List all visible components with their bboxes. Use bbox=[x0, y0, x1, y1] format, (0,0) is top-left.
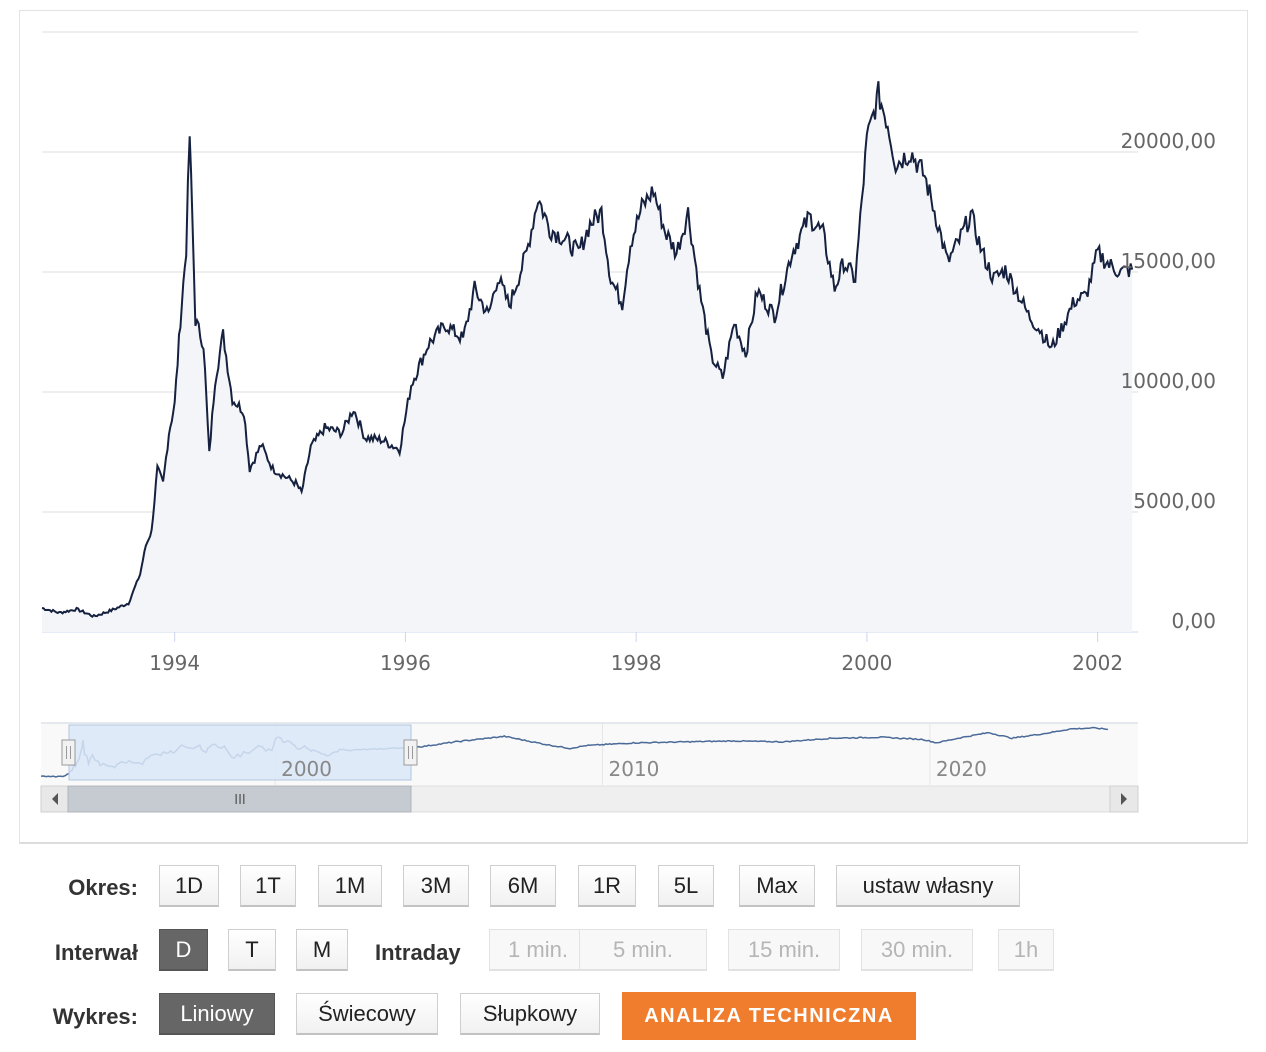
intraday-label: Intraday bbox=[375, 940, 461, 965]
technical-analysis-button[interactable]: ANALIZA TECHNICZNA bbox=[622, 992, 916, 1040]
interval-button-t[interactable]: T bbox=[228, 929, 276, 971]
y-tick-label: 5000,00 bbox=[1133, 489, 1216, 513]
chart-type-button-liniowy[interactable]: Liniowy bbox=[159, 993, 275, 1035]
chart-type-label: Wykres: bbox=[52, 1004, 138, 1029]
period-button-5l[interactable]: 5L bbox=[658, 865, 714, 907]
navigator-tick-label: 2020 bbox=[936, 757, 987, 781]
navigator-tick-label: 2000 bbox=[281, 757, 332, 781]
y-tick-label: 10000,00 bbox=[1121, 369, 1216, 393]
intraday-button-5-min[interactable]: 5 min. bbox=[579, 929, 707, 971]
arrow-left-icon bbox=[52, 793, 58, 805]
period-button-1t[interactable]: 1T bbox=[240, 865, 296, 907]
intraday-button-1-min[interactable]: 1 min. bbox=[489, 929, 587, 971]
chart-type-button-s-upkowy[interactable]: Słupkowy bbox=[460, 993, 600, 1035]
x-tick-label: 1994 bbox=[149, 651, 200, 675]
y-tick-label: 20000,00 bbox=[1121, 129, 1216, 153]
arrow-right-icon bbox=[1121, 793, 1127, 805]
x-tick-label: 2000 bbox=[841, 651, 892, 675]
scrollbar-grip-icon: III bbox=[234, 793, 246, 808]
intraday-button-15-min[interactable]: 15 min. bbox=[728, 929, 840, 971]
x-tick-label: 2002 bbox=[1072, 651, 1123, 675]
period-label: Okres: bbox=[68, 875, 138, 900]
y-tick-label: 15000,00 bbox=[1121, 249, 1216, 273]
navigator[interactable]: 2000 2010 2020 bbox=[40, 722, 1138, 785]
navigator-handle-left[interactable] bbox=[61, 739, 76, 766]
scroll-left-button[interactable] bbox=[40, 785, 69, 813]
scrollbar-thumb[interactable] bbox=[67, 785, 412, 813]
interval-button-m[interactable]: M bbox=[296, 929, 348, 971]
chart-type-button-wiecowy[interactable]: Świecowy bbox=[296, 993, 438, 1035]
x-axis: 1994 1996 1998 2000 2002 bbox=[149, 632, 1123, 675]
price-area bbox=[42, 81, 1133, 632]
x-tick-label: 1996 bbox=[380, 651, 431, 675]
period-button-6m[interactable]: 6M bbox=[490, 865, 556, 907]
stock-chart: 0,00 5000,00 10000,00 15000,00 20000,00 1994… bbox=[40, 31, 1216, 813]
period-button-max[interactable]: Max bbox=[739, 865, 815, 907]
period-button-1m[interactable]: 1M bbox=[318, 865, 382, 907]
y-axis: 0,00 5000,00 10000,00 15000,00 20000,00 bbox=[1121, 129, 1216, 633]
y-tick-label: 0,00 bbox=[1171, 609, 1216, 633]
period-button-ustaw-w-asny[interactable]: ustaw własny bbox=[836, 865, 1020, 907]
interval-button-d[interactable]: D bbox=[159, 929, 208, 971]
price-line bbox=[41, 81, 1134, 619]
navigator-handle-right[interactable] bbox=[403, 739, 418, 766]
intraday-button-1h[interactable]: 1h bbox=[998, 929, 1054, 971]
scrollbar[interactable]: III bbox=[40, 785, 1139, 813]
x-tick-label: 1998 bbox=[611, 651, 662, 675]
period-button-1r[interactable]: 1R bbox=[578, 865, 636, 907]
navigator-tick-label: 2010 bbox=[609, 757, 660, 781]
period-button-3m[interactable]: 3M bbox=[403, 865, 469, 907]
period-button-1d[interactable]: 1D bbox=[159, 865, 219, 907]
navigator-window[interactable] bbox=[68, 724, 412, 781]
intraday-button-30-min[interactable]: 30 min. bbox=[861, 929, 973, 971]
interval-label: Interwał bbox=[54, 940, 138, 965]
